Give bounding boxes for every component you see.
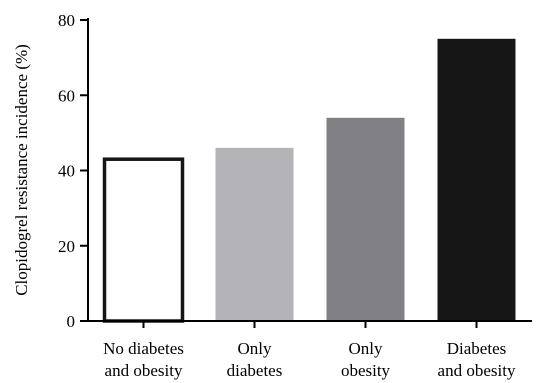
y-tick-label-80: 80: [58, 11, 75, 30]
y-tick-label-0: 0: [67, 312, 76, 331]
x-tick-label-1-line-1: No diabetes: [103, 339, 184, 358]
x-tick-label-2-line-1: Only: [238, 339, 273, 358]
x-tick-label-2-line-2: diabetes: [227, 361, 283, 380]
y-tick-label-20: 20: [58, 237, 75, 256]
y-tick-label-60: 60: [58, 86, 75, 105]
x-tick-label-3-line-2: obesity: [341, 361, 391, 380]
y-tick-label-40: 40: [58, 162, 75, 181]
bar-4: [437, 38, 516, 322]
x-tick-label-4-line-2: and obesity: [438, 361, 516, 380]
bar-2: [215, 147, 294, 321]
axes-group: No diabetes and obesity Only diabetes Only ob…: [58, 11, 532, 380]
bar-3: [326, 117, 405, 321]
x-tick-label-4-line-1: Diabetes: [447, 339, 506, 358]
bar-1: [102, 157, 185, 323]
y-axis-label: Clopidogrel resistance incidence (%): [12, 44, 31, 296]
x-tick-label-3-line-1: Only: [349, 339, 384, 358]
x-tick-label-1-line-2: and obesity: [105, 361, 183, 380]
bars-group: [102, 38, 516, 323]
